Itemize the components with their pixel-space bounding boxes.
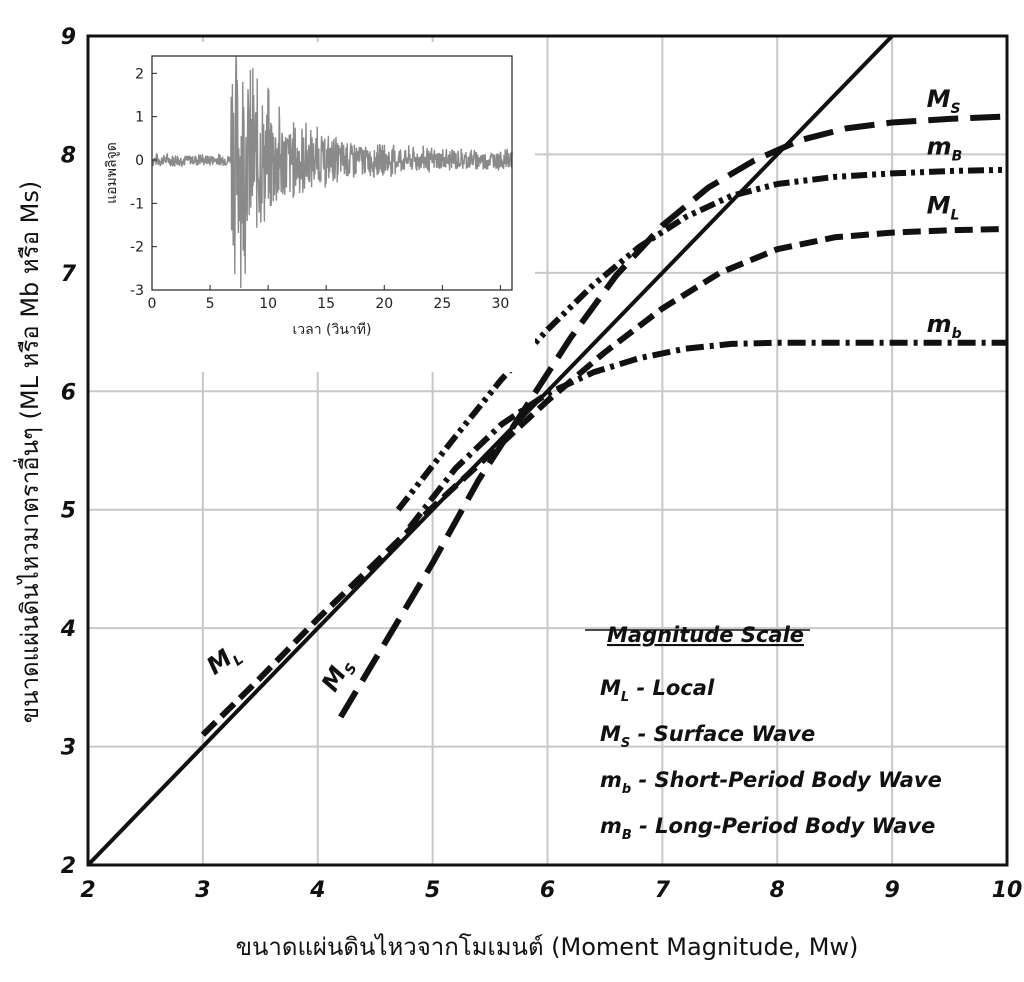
y-axis-label: ขนาดแผ่นดินไหวมาตราอื่นๆ (ML หรือ Mb หรื… bbox=[13, 181, 44, 723]
chart-svg: 0 5 10 15 20 25 30-3-2-1012เวลา (วินาที)แอมพลิ… bbox=[0, 0, 1024, 982]
legend-symbol: M bbox=[600, 676, 621, 700]
curve-label: mB bbox=[927, 132, 963, 164]
curve-label-sub: S bbox=[950, 101, 960, 117]
curve-label: ML bbox=[927, 192, 960, 224]
inset-y-tick-label: 0 bbox=[135, 153, 144, 169]
curve-label-main: M bbox=[927, 85, 951, 113]
inset-x-tick-label: 15 bbox=[317, 296, 335, 312]
x-tick-label: 8 bbox=[770, 878, 785, 903]
inset-x-tick-label: 10 bbox=[259, 296, 277, 312]
curve-label-main: M bbox=[927, 192, 951, 220]
x-tick-label: 6 bbox=[540, 878, 555, 903]
x-tick-label: 9 bbox=[884, 878, 899, 903]
inset-y-tick-label: -2 bbox=[130, 240, 144, 256]
legend-description: - Long-Period Body Wave bbox=[632, 814, 936, 838]
legend-description: - Surface Wave bbox=[630, 722, 815, 746]
legend-entry: mb - Short-Period Body Wave bbox=[600, 768, 942, 797]
inset-y-tick-label: 1 bbox=[135, 110, 144, 126]
curve-label-main: m bbox=[927, 310, 952, 338]
legend-subscript: b bbox=[622, 782, 631, 797]
legend-subscript: L bbox=[621, 690, 629, 705]
legend-symbol: m bbox=[600, 814, 622, 838]
y-tick-label: 3 bbox=[61, 736, 76, 761]
legend-entry: mB - Long-Period Body Wave bbox=[600, 814, 935, 843]
inset-x-axis-label: เวลา (วินาที) bbox=[293, 322, 372, 338]
legend-subscript: S bbox=[621, 736, 630, 751]
x-tick-label: 4 bbox=[309, 878, 325, 903]
inset-x-tick-label: 25 bbox=[433, 296, 451, 312]
legend-entry: ML - Local bbox=[600, 676, 715, 705]
y-tick-label: 7 bbox=[61, 262, 77, 287]
legend-subscript: B bbox=[622, 828, 632, 843]
curve-label: MS bbox=[927, 85, 961, 117]
inset-x-tick-label: 5 bbox=[206, 296, 215, 312]
x-axis-label: ขนาดแผ่นดินไหวจากโมเมนต์ (Moment Magnitu… bbox=[236, 933, 859, 961]
legend-symbol: m bbox=[600, 768, 622, 792]
inset-x-tick-label: 0 bbox=[148, 296, 157, 312]
x-tick-label: 7 bbox=[655, 878, 671, 903]
curve-label-sub: B bbox=[952, 148, 963, 164]
y-tick-label: 6 bbox=[61, 380, 76, 405]
y-tick-label: 9 bbox=[61, 25, 76, 50]
inset-y-tick-label: 2 bbox=[135, 66, 144, 82]
inset-y-axis-label: แอมพลิจูด bbox=[104, 142, 120, 204]
curve-label-main: M bbox=[201, 644, 237, 681]
inset-x-tick-label: 30 bbox=[491, 296, 509, 312]
y-tick-label: 4 bbox=[60, 617, 76, 642]
legend-description: - Local bbox=[629, 676, 715, 700]
curve-label-sub: L bbox=[950, 208, 959, 224]
inset-y-tick-label: -1 bbox=[130, 196, 144, 212]
x-tick-label: 3 bbox=[195, 878, 210, 903]
x-tick-label: 5 bbox=[425, 878, 440, 903]
legend-title: Magnitude Scale bbox=[607, 623, 804, 647]
curve-label-sub: b bbox=[952, 326, 962, 342]
inset-y-tick-label: -3 bbox=[130, 283, 144, 299]
x-tick-label: 10 bbox=[992, 878, 1023, 903]
y-tick-label: 8 bbox=[61, 143, 76, 168]
legend-symbol: M bbox=[600, 722, 621, 746]
inset-x-tick-label: 20 bbox=[375, 296, 393, 312]
curve-label: ML bbox=[201, 638, 246, 683]
y-tick-label: 5 bbox=[61, 499, 76, 524]
curve-label: mb bbox=[927, 310, 962, 342]
x-tick-label: 2 bbox=[80, 878, 95, 903]
y-tick-label: 2 bbox=[61, 854, 76, 879]
curve-label-main: m bbox=[927, 132, 952, 160]
legend-description: - Short-Period Body Wave bbox=[631, 768, 942, 792]
